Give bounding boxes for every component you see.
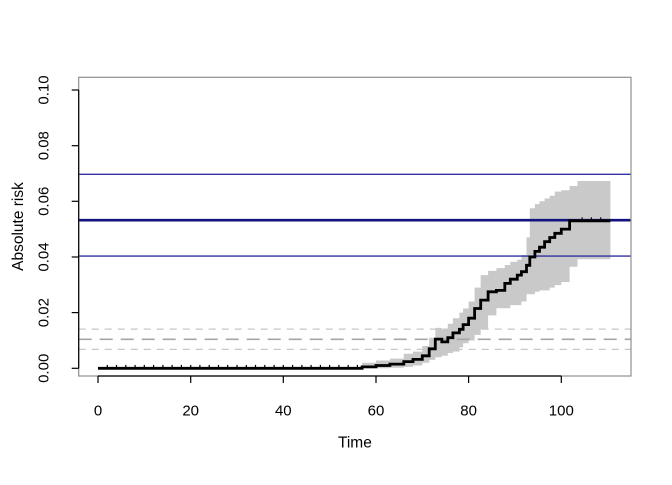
x-tick-label: 80 bbox=[460, 403, 477, 420]
y-tick-label: 0.10 bbox=[36, 75, 53, 104]
solid-reference-lines bbox=[78, 173, 631, 257]
risk-curve-layer bbox=[98, 219, 611, 370]
x-tick-label: 20 bbox=[182, 403, 199, 420]
x-tick-label: 40 bbox=[275, 403, 292, 420]
x-axis: 0 20 40 60 80 100 bbox=[94, 376, 574, 420]
dashed-reference-lines bbox=[78, 328, 631, 351]
x-tick-label: 100 bbox=[549, 403, 574, 420]
x-tick-label: 0 bbox=[94, 403, 102, 420]
x-tick-label: 60 bbox=[368, 403, 385, 420]
y-axis-label: Absolute risk bbox=[10, 182, 27, 271]
censor-ticks-layer bbox=[106, 217, 602, 369]
y-axis: 0.00 0.02 0.04 0.06 0.08 0.10 bbox=[36, 75, 79, 383]
plot-frame bbox=[78, 76, 632, 377]
y-tick-label: 0.00 bbox=[36, 354, 53, 383]
absolute-risk-step-curve bbox=[98, 219, 611, 370]
pointwise-confidence-band bbox=[362, 181, 611, 369]
y-tick-label: 0.06 bbox=[36, 187, 53, 216]
y-tick-label: 0.08 bbox=[36, 131, 53, 160]
y-tick-label: 0.02 bbox=[36, 298, 53, 327]
x-axis-label: Time bbox=[338, 435, 372, 452]
y-tick-label: 0.04 bbox=[36, 242, 53, 271]
confidence-band-layer bbox=[362, 181, 611, 369]
